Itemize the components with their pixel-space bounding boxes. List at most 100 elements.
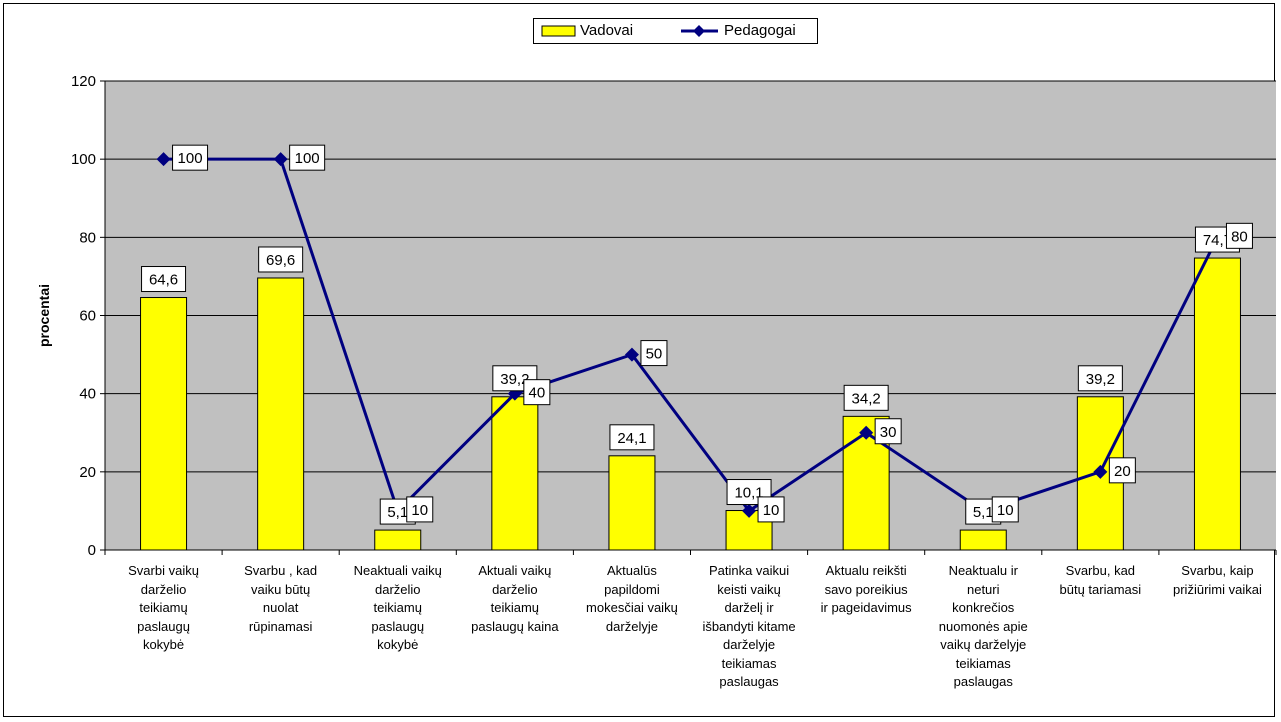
legend-swatch-vadovai	[541, 25, 576, 37]
bar-label-box	[141, 266, 187, 293]
axes	[100, 80, 1277, 555]
bar-vadovai	[608, 455, 656, 551]
bar-label: 69,6	[266, 252, 295, 269]
legend-marker-pedagogai	[693, 25, 705, 37]
bar-label-box	[843, 384, 889, 411]
y-tick-labels: 0 20 40 60 80 100 120	[71, 73, 96, 559]
x-category-label-line: paslaugų kaina	[471, 618, 559, 634]
point-label: 80	[1231, 228, 1248, 245]
bar-vadovai	[374, 529, 422, 551]
x-category-label-line: teikiamas	[955, 655, 1011, 671]
bar-label: 74,7	[1203, 232, 1232, 249]
x-category-label-line: mokesčiai vaikų	[586, 600, 678, 615]
bar-vadovai	[959, 529, 1007, 551]
legend: Vadovai Pedagogai	[533, 18, 818, 44]
x-category-label-line: išbandyti kitame	[702, 618, 796, 634]
point-pedagogai	[156, 152, 171, 167]
bar-label: 34,2	[852, 390, 881, 407]
point-label: 100	[295, 150, 320, 167]
x-category-label-line: prižiūrimi vaikai	[1173, 581, 1262, 597]
x-category-label-line: paslaugas	[719, 674, 779, 689]
point-label-box	[172, 144, 209, 171]
x-category-label: Svarbi vaikų darželio teikiamų paslaugų koky…	[108, 562, 220, 655]
x-category-label: Patinka vaikui keisti vaikų darželį ir išba…	[693, 562, 805, 692]
y-tick-label: 120	[71, 73, 96, 90]
line-path-pedagogai	[163, 157, 1219, 514]
x-category-label: Neaktuali vaikų darželio teikiamų paslaugų k…	[342, 562, 454, 655]
x-category-label-line: darželio	[140, 581, 187, 597]
bar-label-box	[1077, 365, 1123, 392]
point-pedagogai	[859, 425, 874, 440]
x-category-label-line: vaiku būtų	[251, 581, 311, 597]
point-label-box	[640, 340, 668, 367]
x-category-label-line: Svarbu, kad	[1065, 563, 1136, 578]
bar-label: 64,6	[149, 272, 178, 289]
x-category-label-line: teikiamų	[490, 600, 540, 615]
bar-vadovai	[140, 297, 188, 551]
x-category-label-line: papildomi	[604, 581, 660, 597]
point-label: 50	[646, 346, 663, 363]
x-category-label: Aktualūs papildomi mokesčiai vaikų darželyj…	[576, 562, 688, 636]
legend-label-pedagogai: Pedagogai	[724, 22, 796, 39]
x-category-label-line: nuolat	[262, 600, 299, 615]
bar-label: 39,2	[1086, 371, 1115, 388]
x-category-label-line: savo poreikius	[824, 581, 908, 597]
x-category-label-line: darželio	[374, 581, 421, 597]
bar-label-box	[609, 424, 655, 451]
point-label-box	[874, 418, 902, 445]
x-category-label-line: Neaktualu ir	[948, 563, 1018, 578]
x-category-label-line: neturi	[966, 581, 1000, 597]
legend-label-vadovai: Vadovai	[580, 22, 634, 39]
x-category-label: Svarbu, kad būtų tariamasi	[1044, 562, 1156, 599]
x-category-label-line: ir pageidavimus	[820, 600, 912, 615]
y-tick-label: 60	[79, 308, 96, 325]
point-label: 40	[529, 385, 546, 402]
y-tick-label: 80	[79, 229, 96, 246]
x-category-label: Neaktualu ir neturi konkrečios nuomonės api…	[927, 562, 1039, 692]
bar-label: 10,1	[734, 485, 763, 502]
x-category-label-line: darželio	[492, 581, 538, 597]
x-category-label: Svarbu , kad vaiku būtų nuolat rūpinamasi	[225, 562, 337, 636]
x-category-label-line: teikiamas	[721, 655, 777, 671]
point-pedagogai	[742, 503, 757, 518]
y-tick-label: 40	[79, 386, 96, 403]
x-category-label-line: paslaugų	[137, 618, 190, 634]
bar-label: 5,1	[973, 504, 994, 521]
x-category-label-line: darželyje	[605, 618, 658, 634]
x-category-label-line: teikiamų	[373, 600, 422, 615]
point-label: 10	[763, 502, 780, 519]
x-category-label-line: Aktuali vaikų	[478, 563, 552, 578]
bar-label-box	[258, 246, 304, 273]
x-category-label-line: Svarbu, kaip	[1181, 563, 1254, 578]
y-tick-label: 0	[88, 542, 96, 559]
bar-vadovai	[1193, 257, 1241, 551]
point-label-box	[757, 496, 785, 523]
x-category-label-line: kokybė	[377, 637, 419, 652]
x-category-label-line: Patinka vaikui	[708, 563, 790, 578]
bar-label: 39,2	[500, 371, 529, 388]
y-tick-label: 100	[71, 151, 96, 168]
x-category-label-line: teikiamų	[139, 600, 188, 615]
x-category-label-line: būtų tariamasi	[1059, 581, 1142, 597]
x-category-label-line: Svarbu , kad	[244, 563, 318, 578]
y-axis-label: procentai	[36, 284, 52, 347]
x-category-label-line: rūpinamasi	[248, 618, 313, 634]
point-label: 10	[411, 502, 428, 519]
point-label-box	[523, 379, 551, 406]
point-label-box	[1108, 457, 1136, 484]
x-category-label-line: Svarbi vaikų	[128, 563, 199, 578]
point-label-box	[991, 496, 1019, 523]
x-category-label-line: Neaktuali vaikų	[353, 563, 442, 578]
x-category-label-line: Aktualu reikšti	[825, 563, 907, 578]
bar-vadovai	[257, 277, 305, 551]
x-category-label-line: nuomonės apie	[938, 618, 1028, 634]
point-label-box	[1225, 222, 1253, 249]
point-label: 100	[178, 150, 203, 167]
y-tick-label: 20	[79, 464, 96, 481]
bar-label: 5,1	[387, 504, 408, 521]
point-pedagogai	[1093, 464, 1108, 479]
point-label: 10	[997, 502, 1014, 519]
point-label-box	[406, 496, 434, 523]
x-category-label-line: keisti vaikų	[717, 581, 781, 597]
